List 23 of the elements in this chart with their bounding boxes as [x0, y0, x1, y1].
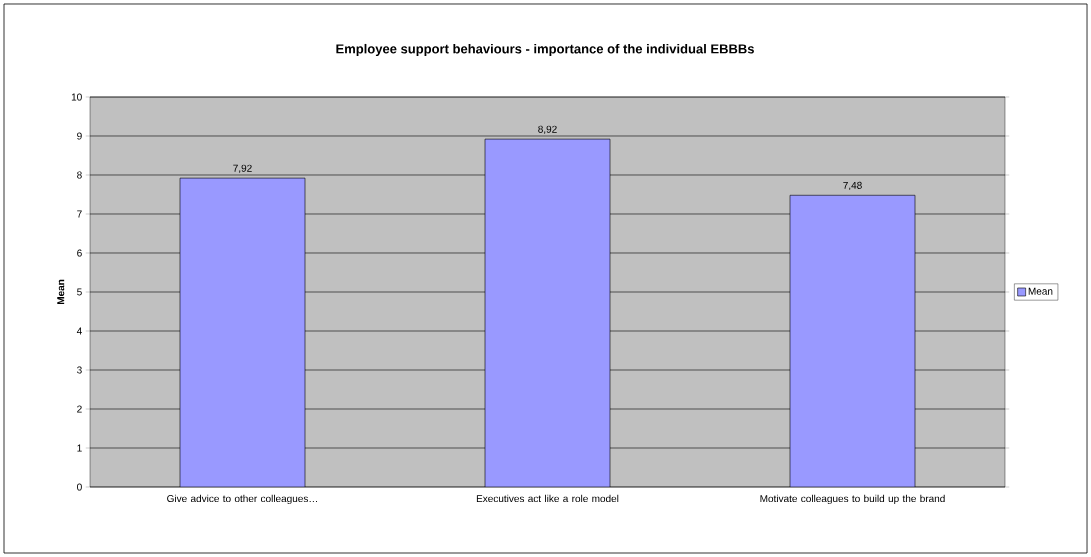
y-tick-label: 8	[77, 171, 82, 179]
y-tick-label: 6	[77, 249, 82, 257]
y-tick-label: 3	[77, 366, 82, 374]
chart-title: Employee support behaviours - importance of the individual EBBBs	[336, 43, 754, 57]
y-tick-label: 9	[77, 132, 82, 140]
y-axis-title: Mean	[57, 279, 65, 305]
bar	[789, 194, 916, 487]
bar	[484, 138, 611, 487]
y-tick-label: 7	[77, 210, 82, 218]
data-label: 7,92	[233, 164, 252, 173]
y-tick-label: 10	[71, 93, 82, 101]
data-label: 8,92	[538, 125, 557, 134]
y-tick-label: 5	[77, 288, 82, 296]
x-tick-label: Motivate colleagues to build up the brand	[760, 494, 945, 505]
y-tick-label: 2	[77, 405, 82, 413]
legend-label: Mean	[1028, 287, 1053, 295]
y-tick-label: 4	[76, 327, 82, 335]
y-tick-label: 1	[77, 444, 82, 452]
y-tick-label: 0	[77, 483, 82, 491]
x-tick-label: Executives act like a role model	[476, 494, 619, 503]
data-label: 7,48	[843, 181, 862, 191]
bar	[179, 177, 306, 487]
x-tick-label: Give advice to other colleagues…	[167, 494, 317, 505]
